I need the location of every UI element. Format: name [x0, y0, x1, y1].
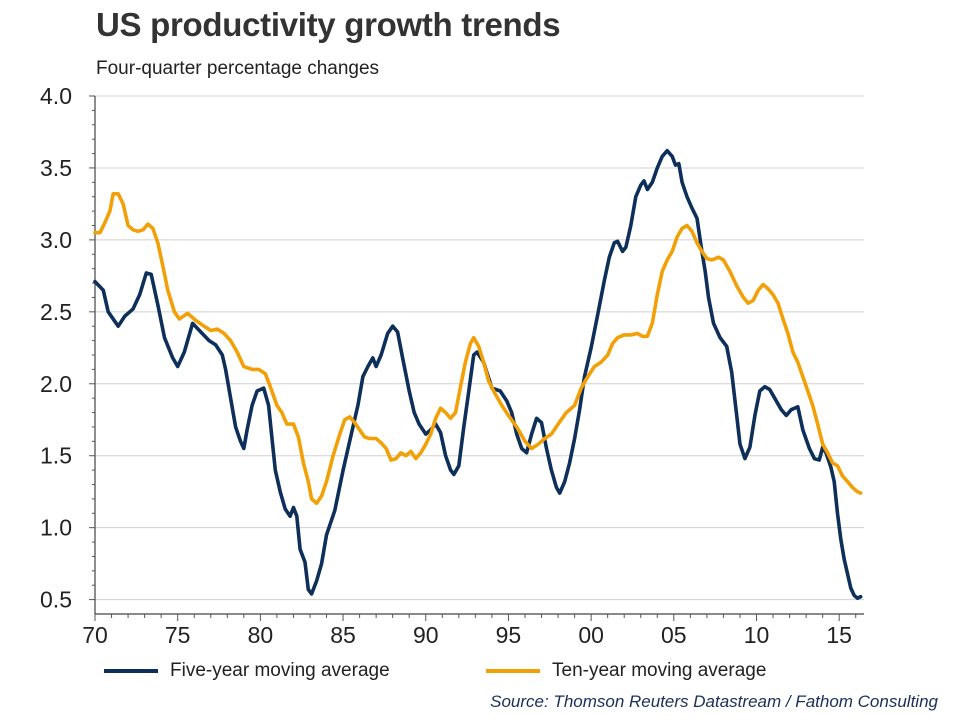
x-tick-label: 15	[826, 622, 852, 648]
chart-subtitle: Four-quarter percentage changes	[96, 58, 380, 79]
gridlines	[95, 95, 864, 601]
y-tick-label: 4.0	[40, 83, 72, 109]
legend-label-ten-year: Ten-year moving average	[552, 660, 767, 681]
legend-swatch-five-year	[104, 669, 158, 673]
series-line-ten-year	[93, 192, 863, 505]
x-tick-label: 00	[578, 622, 604, 648]
y-tick-label: 1.5	[40, 443, 72, 469]
y-tick-label: 2.0	[40, 371, 72, 397]
legend-swatch-ten-year	[486, 669, 540, 673]
x-tick-label: 80	[248, 622, 274, 648]
y-tick-label: 3.5	[40, 155, 72, 181]
legend-item-ten-year: Ten-year moving average	[486, 660, 766, 682]
y-tick-label: 3.0	[40, 227, 72, 253]
source-note: Source: Thomson Reuters Datastream / Fat…	[490, 692, 938, 711]
x-tick-label: 90	[413, 622, 439, 648]
legend-label-five-year: Five-year moving average	[170, 660, 390, 681]
x-axis-ticks: 70 75 80 85 90 95 00 05 10 15	[82, 614, 857, 648]
x-tick-label: 85	[330, 622, 356, 648]
x-tick-label: 70	[82, 622, 108, 648]
y-tick-label: 1.0	[40, 515, 72, 541]
y-axis-ticks: 4.0 3.5 3.0 2.5 2.0 1.5 1.0 0.5	[40, 83, 95, 613]
series-lines	[93, 148, 863, 600]
x-tick-label: 05	[661, 622, 687, 648]
x-tick-label: 75	[165, 622, 191, 648]
y-tick-label: 0.5	[40, 587, 72, 613]
x-tick-label: 95	[496, 622, 522, 648]
y-tick-label: 2.5	[40, 299, 72, 325]
legend: Five-year moving average Ten-year moving…	[0, 660, 960, 686]
legend-item-five-year: Five-year moving average	[104, 660, 390, 682]
series-line-five-year	[93, 148, 863, 600]
x-tick-label: 10	[744, 622, 770, 648]
chart-title: US productivity growth trends	[96, 6, 561, 43]
